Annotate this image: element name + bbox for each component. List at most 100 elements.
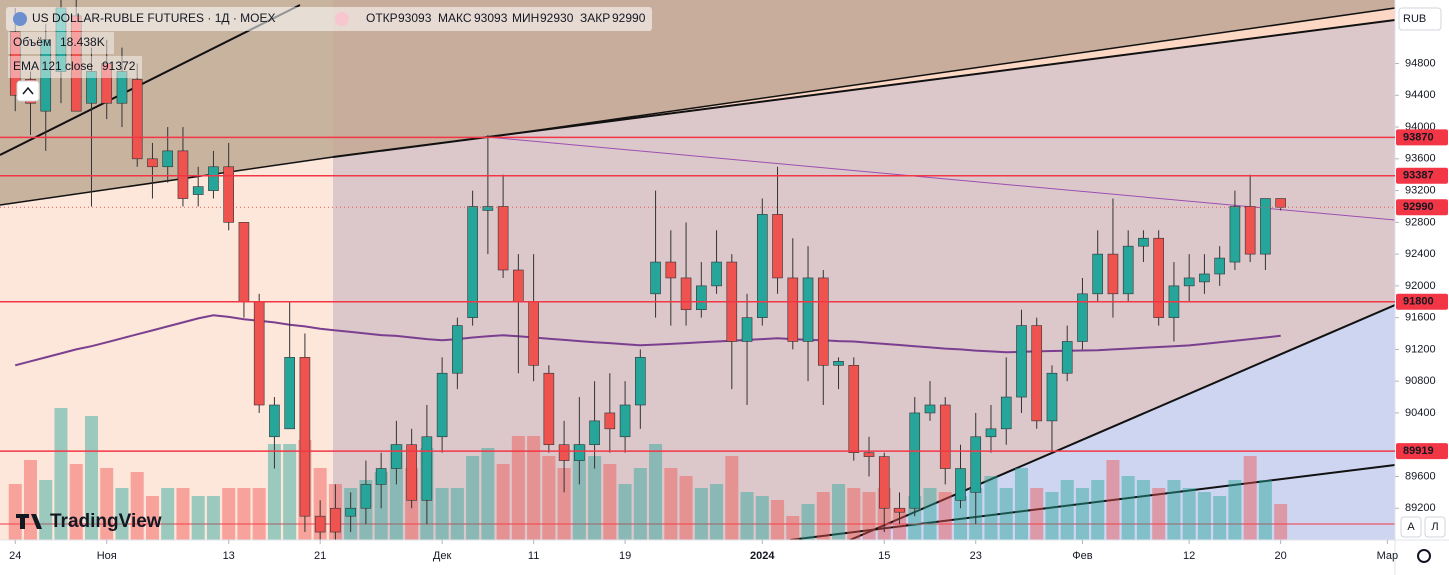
ema-value: 91372 [102,59,136,73]
volume-bar [816,492,830,540]
volume-bar [115,488,129,540]
candle-body [86,71,97,104]
ohlc-label: ЗАКР [580,11,610,25]
candle-body [924,404,936,414]
volume-bar [267,444,281,540]
volume-bar [252,488,266,540]
log-button[interactable] [1424,516,1446,538]
ohlc-label: МАКС [438,11,472,25]
volume-bar [283,444,297,540]
volume-bar [1182,488,1196,540]
candle-body [101,63,113,104]
button-label: A [1407,521,1415,533]
candle-body [1229,206,1241,263]
title: US DOLLAR-RUBLE FUTURES · 1Д · MOEX [32,11,276,25]
candle-body [619,404,631,438]
y-tick-label: 91600 [1405,312,1436,324]
chevron-icon [22,86,34,95]
marks [8,0,1288,540]
volume-bar [450,488,464,540]
settings-icon[interactable] [1417,549,1431,563]
candle-body [650,261,661,295]
trend-line [0,156,334,206]
volume-bar [649,444,663,540]
candle-body [223,166,234,223]
zone [0,0,333,205]
volume-bar [466,456,480,540]
y-tick-label: 92000 [1405,280,1436,292]
volume-bar [1167,480,1181,540]
candle-body [970,436,982,493]
candle-body [833,361,844,366]
ohlc-label: ОТКР [366,11,398,25]
auto-button[interactable] [1400,516,1422,538]
volume-bar [1121,476,1135,540]
y-tick-label: 93600 [1405,153,1436,165]
candle-body [482,206,494,211]
volume-bar [755,496,769,540]
candle-body [635,357,646,406]
volume-bar [801,504,815,540]
currency: RUB [1403,13,1426,25]
y-tick-label: 91200 [1405,343,1436,355]
volume-bar [832,484,846,540]
volume-bar [618,484,632,540]
ohlc-value: 92930 [540,11,574,25]
last-price-label: 92990 [1403,201,1434,213]
volume-bar [633,468,647,540]
candle-body [985,428,997,438]
volume-bar [786,516,800,540]
candle-body [894,507,905,513]
volume-bar [54,408,68,540]
x-tick-label: 15 [878,550,890,562]
volume-bar [1228,480,1242,540]
candle-body [497,206,509,271]
candle-body [1122,245,1134,295]
volume-bar [191,496,205,540]
volume-bar [1152,488,1166,540]
volume-bar [1060,480,1074,540]
volume-bar [740,492,754,540]
trend-line [489,7,1395,138]
x-tick-label: 12 [1183,550,1195,562]
candle-body [162,150,174,168]
x-tick-label: Мар [1377,550,1399,562]
candle-body [208,166,219,191]
brand: TradingView [16,511,162,532]
volume-bar [710,484,724,540]
x-tick-label: Ноя [97,550,117,562]
candle-body [1244,206,1256,255]
trend-line [486,136,1395,221]
volume-bar [1243,456,1257,540]
candle-body [177,150,189,199]
currency-button[interactable] [1398,7,1442,31]
candle-body [1138,237,1149,247]
y-tick-label: 92400 [1405,248,1436,260]
candle-body [1275,198,1286,208]
candle-body [406,444,417,501]
candle-body [756,214,768,318]
x-tick-label: Фев [1072,550,1092,562]
volume-bar [161,488,175,540]
volume-bar [1197,492,1211,540]
candle-body [1092,253,1104,295]
volume-bar [557,468,571,540]
y-tick-label: 93200 [1405,184,1436,196]
trend-line [849,304,1395,540]
volume-bar [862,492,876,540]
volume-bar [679,476,693,540]
volume-bar [725,456,739,540]
candle-body [330,507,341,533]
candle-body [558,444,570,461]
brand-logo [16,514,42,529]
candle-body [1000,396,1012,430]
candle-body [1183,277,1195,287]
collapse-button[interactable] [16,80,40,102]
trend-line [789,464,1395,540]
candle-body [1260,198,1271,255]
volume-bar [511,436,525,540]
volume-bar [145,496,159,540]
brand-name: TradingView [50,511,162,532]
level-tag [1396,129,1448,146]
